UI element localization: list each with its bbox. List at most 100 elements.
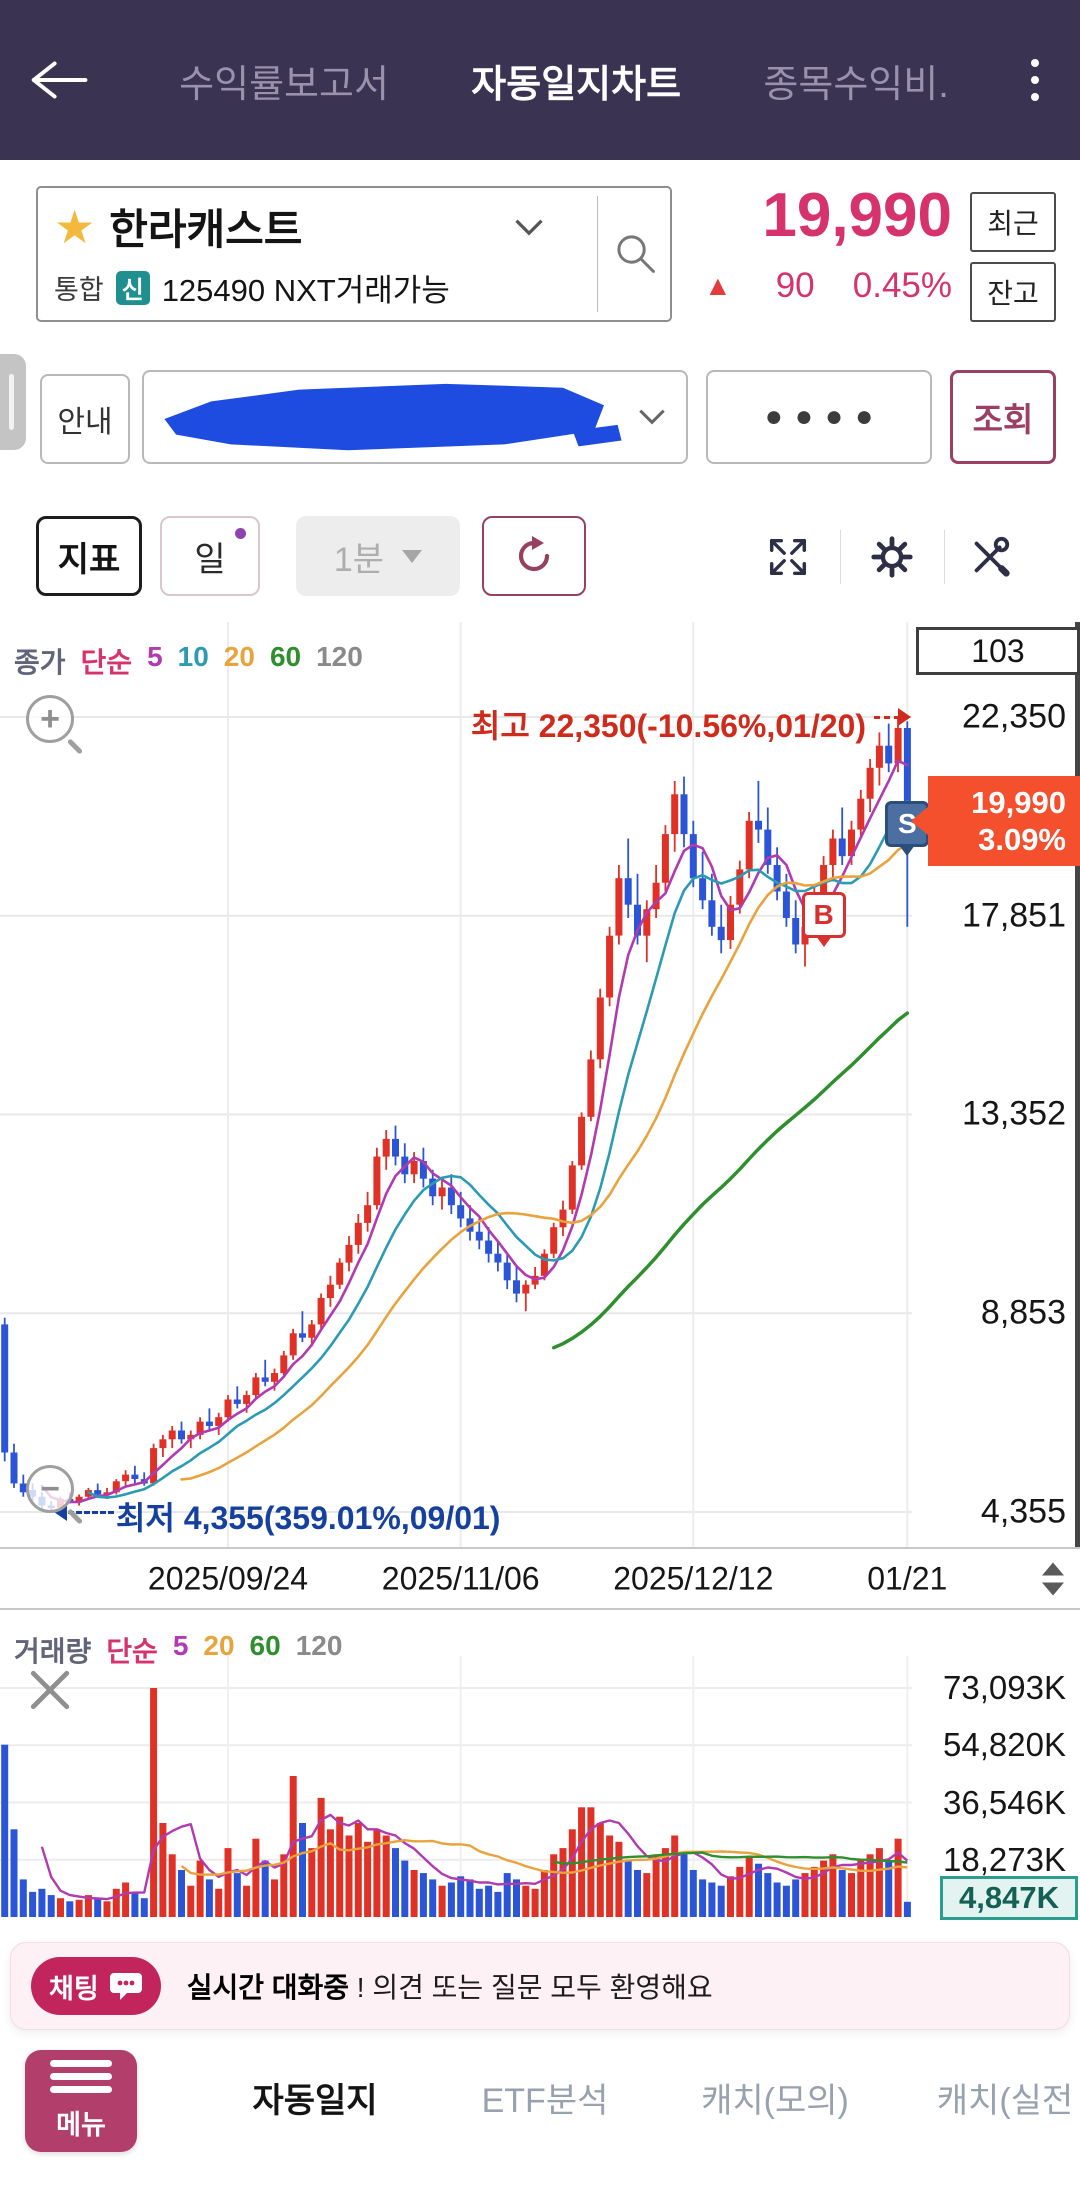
tab-return-report[interactable]: 수익률보고서	[179, 63, 389, 106]
top-tab-bar: 수익률보고서 자동일지차트 종목수익비.	[138, 53, 990, 108]
trade-marker-b: B	[801, 891, 846, 938]
account-dropdown-chevron-icon[interactable]	[638, 408, 666, 430]
account-password-field[interactable]: ●●●●	[706, 370, 932, 464]
current-price: 19,990	[762, 181, 952, 250]
refresh-button[interactable]	[482, 516, 586, 596]
date-axis[interactable]: 2025/09/24 2025/11/06 2025/12/12 01/21	[0, 1547, 1080, 1610]
chat-message: 실시간 대화중 ! 의견 또는 질문 모두 환영해요	[187, 1966, 713, 2006]
zoom-in-icon[interactable]: +	[26, 695, 74, 743]
category-label: 통합	[54, 275, 104, 305]
low-annotation-line	[68, 1511, 114, 1514]
bottom-tab-bar: 자동일지 ETF분석 캐치(모의) 캐치(실전	[200, 2040, 1080, 2155]
badge-price: 19,990	[971, 785, 1066, 821]
tab-catch-mock[interactable]: 캐치(모의)	[701, 2082, 849, 2120]
stock-code-info: 125490 NXT거래가능	[161, 273, 450, 308]
volume-axis-label: 18,273K	[943, 1840, 1066, 1878]
date-axis-label: 2025/09/24	[147, 1560, 309, 1596]
tab-auto-journal[interactable]: 자동일지	[252, 2082, 378, 2120]
badge-notch	[911, 806, 929, 837]
period-indicator-dot	[235, 528, 246, 539]
daily-period-button[interactable]: 일	[160, 516, 260, 596]
legend-item: 단순	[80, 647, 133, 678]
menu-button[interactable]: 메뉴	[25, 2050, 137, 2152]
minute-select[interactable]: 1분	[296, 516, 460, 596]
stock-dropdown-chevron-icon[interactable]	[514, 218, 544, 241]
high-annotation: 최고 22,350(-10.56%,01/20)	[470, 708, 866, 744]
fullscreen-button[interactable]	[748, 522, 828, 592]
gear-icon	[871, 536, 913, 578]
badge-percent: 3.09%	[978, 822, 1066, 858]
volume-axis-label: 54,820K	[943, 1726, 1066, 1764]
market-badge: 신	[115, 270, 150, 305]
account-select[interactable]	[142, 370, 688, 464]
scroll-up-icon[interactable]	[1042, 1562, 1064, 1575]
current-price-badge: 19,990 3.09%	[911, 776, 1080, 867]
tools-button[interactable]	[950, 522, 1030, 592]
date-axis-label: 2025/11/06	[381, 1560, 540, 1596]
refresh-icon	[518, 536, 550, 572]
current-volume-badge: 4,847K	[940, 1876, 1078, 1920]
price-chart-legend: 종가 단순 5 10 20 60 120	[14, 641, 363, 681]
balance-button[interactable]: 잔고	[970, 262, 1056, 322]
price-chart-area[interactable]: 종가 단순 5 10 20 60 120 103 최고 22,350(-10.56%,01/…	[0, 615, 1080, 1610]
stock-selector[interactable]: ★ 한라캐스트 통합 신 125490 NXT거래가능	[36, 186, 672, 322]
more-menu-button[interactable]	[990, 59, 1080, 101]
guide-button[interactable]: 안내	[40, 374, 130, 464]
legend-item: 거래량	[14, 1636, 92, 1667]
favorite-star-icon[interactable]: ★	[54, 200, 96, 253]
legend-item: 종가	[14, 647, 66, 678]
app-header: 수익률보고서 자동일지차트 종목수익비.	[0, 0, 1080, 160]
settings-button[interactable]	[852, 522, 932, 592]
side-drawer-handle[interactable]	[0, 354, 26, 450]
candlestick-chart	[0, 622, 912, 1547]
price-axis-label: 17,851	[962, 896, 1066, 935]
legend-item: 120	[295, 1630, 343, 1661]
zoom-out-icon[interactable]: −	[26, 1465, 74, 1513]
recent-button[interactable]: 최근	[970, 192, 1056, 252]
high-annotation-line	[874, 716, 900, 719]
up-triangle-icon: ▲	[704, 270, 732, 301]
tab-etf-analysis[interactable]: ETF분석	[481, 2082, 609, 2120]
volume-axis-label: 73,093K	[943, 1669, 1066, 1706]
tab-catch-real[interactable]: 캐치(실전	[936, 2082, 1074, 2120]
expand-icon	[769, 538, 807, 576]
chat-bubble-icon	[109, 1973, 142, 2000]
query-button[interactable]: 조회	[950, 370, 1056, 464]
legend-item: 60	[249, 1630, 281, 1661]
axis-scroll-arrows[interactable]	[1042, 1562, 1064, 1595]
stock-name: 한라캐스트	[109, 206, 303, 253]
scroll-down-icon[interactable]	[1042, 1582, 1064, 1595]
bar-count-box: 103	[916, 627, 1080, 675]
stock-search-button[interactable]	[612, 230, 658, 281]
close-volume-button[interactable]	[26, 1666, 74, 1714]
stock-info-section: ★ 한라캐스트 통합 신 125490 NXT거래가능 19,990 ▲ 90 …	[0, 160, 1080, 349]
tab-stock-return[interactable]: 종목수익비.	[763, 63, 949, 106]
indicator-button[interactable]: 지표	[36, 516, 142, 596]
legend-item: 5	[172, 1630, 189, 1661]
tab-auto-journal-chart[interactable]: 자동일지차트	[471, 63, 682, 106]
chat-banner[interactable]: 채팅 실시간 대화중 ! 의견 또는 질문 모두 환영해요	[10, 1942, 1070, 2030]
volume-chart-area[interactable]: 거래량 단순 5 20 60 120 4,847K 73,093K 54,820K 36,54…	[0, 1610, 1080, 1930]
legend-item: 10	[177, 641, 209, 672]
date-axis-label: 01/21	[867, 1560, 948, 1596]
high-annotation-arrow-icon	[898, 708, 911, 726]
legend-item: 20	[203, 1630, 235, 1661]
chat-pill-label: 채팅	[49, 1973, 99, 2004]
legend-item: 20	[223, 641, 255, 672]
volume-chart	[0, 1656, 912, 1917]
close-icon	[30, 1670, 70, 1710]
chart-right-edge	[1075, 622, 1080, 1547]
side-buttons: 최근 잔고	[970, 192, 1056, 322]
account-section: 안내 ●●●● 조회	[0, 348, 1080, 499]
price-axis-label: 13,352	[962, 1094, 1066, 1133]
date-axis-label: 2025/12/12	[613, 1560, 774, 1596]
back-button[interactable]	[0, 58, 138, 102]
low-annotation: 최저 4,355(359.01%,09/01)	[116, 1500, 501, 1536]
chat-pill[interactable]: 채팅	[31, 1957, 161, 2015]
bottom-navigation: 메뉴 자동일지 ETF분석 캐치(모의) 캐치(실전	[0, 2040, 1080, 2191]
daily-period-label: 일	[194, 540, 226, 579]
stock-selector-top: ★ 한라캐스트	[54, 196, 302, 257]
menu-label: 메뉴	[56, 2110, 106, 2140]
search-icon	[617, 235, 655, 273]
